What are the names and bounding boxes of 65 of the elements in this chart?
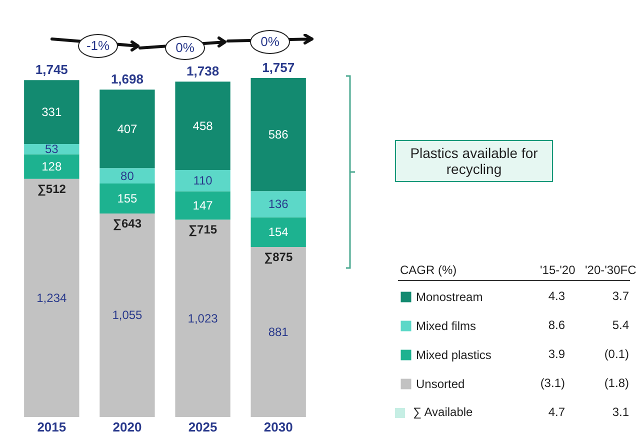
total-label: 1,757 [262,60,295,75]
bar [250,78,306,192]
bar [100,90,155,168]
data-label: 80 [120,168,134,183]
data-label: 155 [117,191,138,206]
data-label: 1,055 [112,308,143,322]
bar [24,178,80,417]
x-tick-label: 2030 [264,420,293,434]
data-label: 128 [42,160,62,174]
text: 4.7 [547,405,565,419]
annotation: ∑715 [188,222,218,237]
bar [175,220,230,417]
annotation: ∑875 [264,250,293,264]
text: 3.9 [547,347,565,361]
data-label: 53 [44,142,59,156]
text: (1.8) [603,376,629,390]
text: -1% [78,34,118,58]
legend-label: Mixed plastics [416,348,492,362]
text: 0% [165,36,205,60]
x-tick-label: 2025 [188,420,218,434]
bar [24,80,80,144]
data-label: 407 [117,122,138,136]
text: (3.1) [539,376,565,390]
text: '20-'30FC [585,263,636,277]
total-label: 1,698 [110,72,144,87]
data-label: 147 [192,198,214,212]
data-label: 136 [268,197,289,212]
bar [250,247,306,417]
text: 3.1 [611,405,629,419]
text: 4.3 [547,289,565,303]
text: (0.1) [603,347,629,361]
annotation: ∑643 [112,216,142,230]
x-tick-label: 2020 [112,420,142,434]
text: 3.7 [611,289,629,303]
bar [100,213,155,417]
bar [175,170,230,192]
data-label: 1,234 [36,290,67,305]
annotation: ∑512 [37,182,66,196]
data-label: 110 [193,174,213,188]
bar [175,82,230,170]
text: 8.6 [547,318,565,332]
text: '15-'20 [540,263,576,277]
bar [250,217,306,248]
text: CAGR (%) [400,263,457,277]
legend-label: Monostream [416,290,483,304]
legend-label: Mixed films [416,319,476,333]
text: 5.4 [611,318,629,332]
text: ∑ Available [413,405,473,419]
data-label: 458 [192,118,214,133]
total-label: 1,738 [186,64,220,79]
data-label: 154 [268,225,289,240]
bar [175,191,230,220]
data-label: 331 [42,105,62,120]
data-label: 1,023 [188,311,218,326]
legend-label: Unsorted [416,377,465,391]
bar [100,168,155,184]
text: 0% [250,30,290,54]
data-label: 881 [268,325,289,340]
bar [250,191,306,218]
x-tick-label: 2015 [37,420,66,434]
bar [100,184,155,214]
total-label: 1,745 [35,62,68,78]
data-label: 586 [268,128,289,142]
text: Plastics available for recycling [395,140,553,182]
bar [24,154,80,179]
